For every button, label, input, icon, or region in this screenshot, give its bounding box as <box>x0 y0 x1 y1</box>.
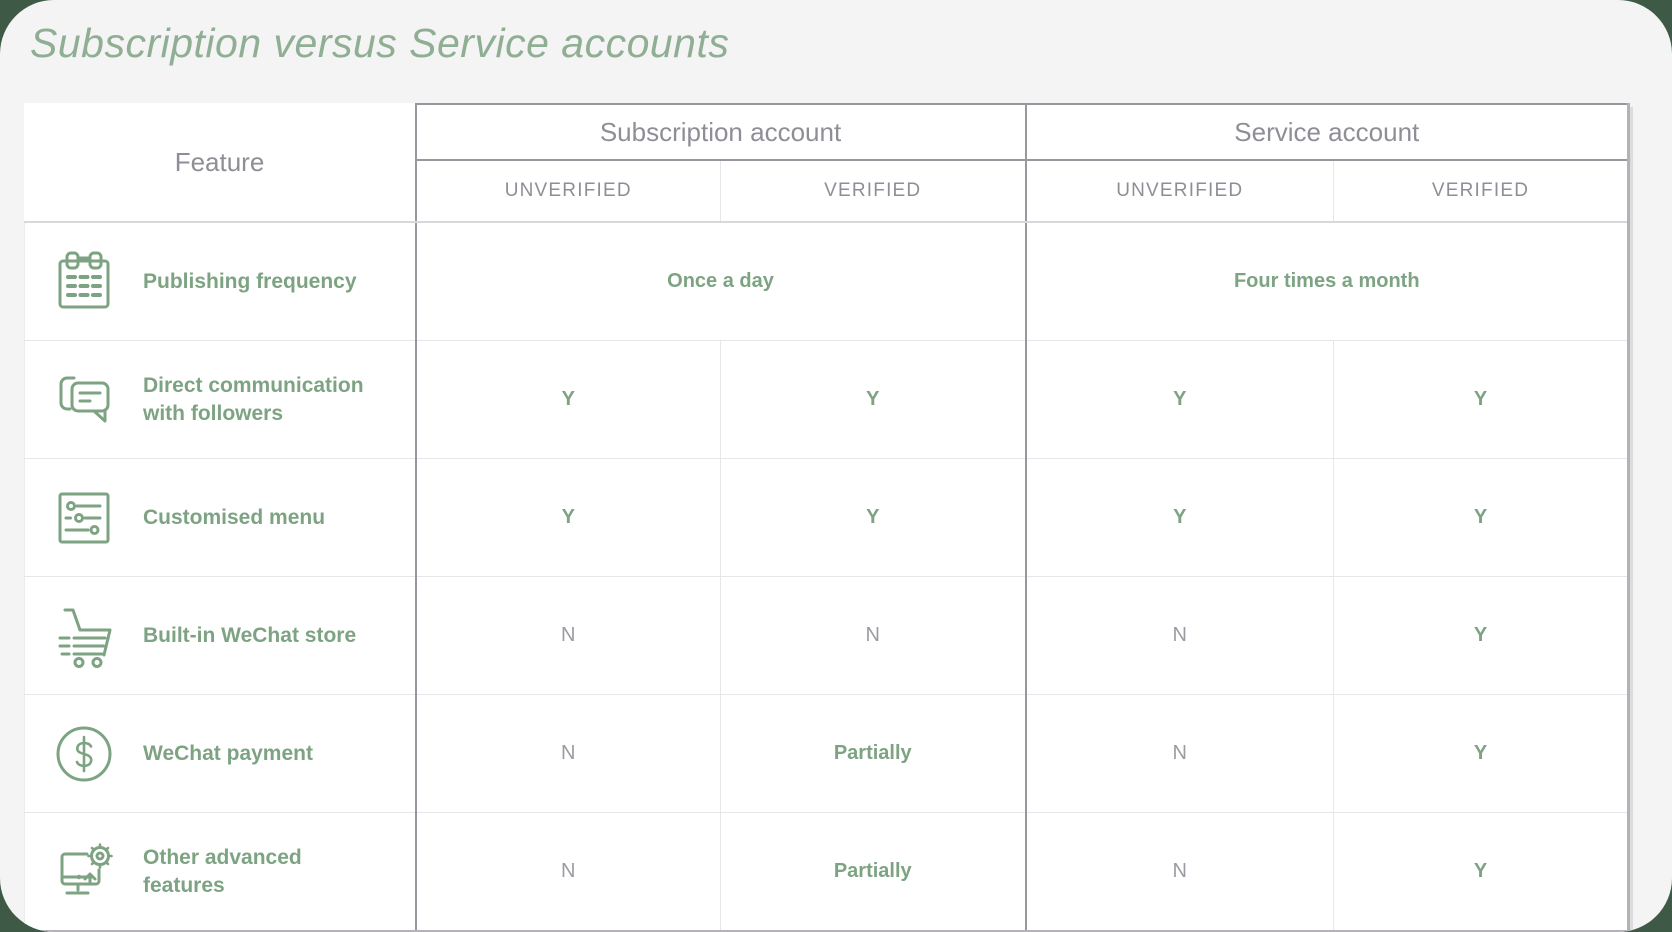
value-cell: N <box>1025 812 1334 932</box>
column-group-service: Service account <box>1025 103 1631 161</box>
column-header-subscription-verified: VERIFIED <box>720 160 1027 223</box>
feature-cell: Customised menu <box>24 458 417 577</box>
value-cell: N <box>415 694 721 813</box>
feature-label: Direct communication with followers <box>143 374 364 425</box>
comparison-table: Feature Subscription account Service acc… <box>24 103 1631 932</box>
value-cell: Y <box>1333 576 1631 695</box>
feature-cell: Built-in WeChat store <box>24 576 417 695</box>
value-cell: N <box>1025 576 1334 695</box>
column-header-service-unverified: UNVERIFIED <box>1025 160 1334 223</box>
feature-cell: Publishing frequency <box>24 222 417 341</box>
value-cell: Y <box>1025 340 1334 459</box>
value-cell: Y <box>720 458 1027 577</box>
page-title: Subscription versus Service accounts <box>30 20 730 66</box>
value-cell-service-merged: Four times a month <box>1025 222 1631 341</box>
feature-label: Built-in WeChat store <box>143 623 357 647</box>
sliders-menu-icon <box>51 486 117 550</box>
column-header-feature: Feature <box>24 104 417 223</box>
value-cell-subscription-merged: Once a day <box>415 222 1027 341</box>
feature-label: Publishing frequency <box>143 269 357 293</box>
value-cell: Y <box>1025 458 1334 577</box>
feature-label: WeChat payment <box>143 741 313 765</box>
value-cell: Y <box>415 340 721 459</box>
calendar-icon <box>51 251 117 313</box>
group-header-row: Feature Subscription account Service acc… <box>24 103 1631 223</box>
value-cell: Y <box>415 458 721 577</box>
table-row-customised-menu: Customised menu Y Y Y Y <box>24 458 1631 577</box>
feature-label: Other advanced features <box>143 846 302 897</box>
value-cell: Partially <box>720 694 1027 813</box>
value-cell: N <box>720 576 1027 695</box>
value-cell: Y <box>1333 340 1631 459</box>
chat-bubbles-icon <box>51 368 117 432</box>
column-header-subscription-unverified: UNVERIFIED <box>414 160 721 223</box>
table-row-advanced-features: Other advanced features N Partially N Y <box>24 812 1631 932</box>
value-cell: N <box>1025 694 1334 813</box>
value-cell: N <box>415 576 721 695</box>
column-header-service-verified: VERIFIED <box>1333 160 1631 223</box>
table-row-direct-communication: Direct communication with followers Y Y … <box>24 340 1631 459</box>
value-cell: Y <box>1333 812 1631 932</box>
value-cell: Y <box>720 340 1027 459</box>
sub-header-row: UNVERIFIED VERIFIED UNVERIFIED VERIFIED <box>25 160 1631 223</box>
feature-label: Customised menu <box>143 505 326 529</box>
feature-cell: WeChat payment <box>24 694 417 813</box>
column-group-subscription: Subscription account <box>414 103 1027 161</box>
feature-cell: Direct communication with followers <box>24 340 417 459</box>
monitor-gear-icon <box>51 840 117 904</box>
table-row-wechat-store: Built-in WeChat store N N N Y <box>24 576 1631 695</box>
value-cell: Partially <box>720 812 1027 932</box>
value-cell: Y <box>1333 458 1631 577</box>
shopping-cart-icon <box>51 604 117 668</box>
value-cell: Y <box>1333 694 1631 813</box>
feature-cell: Other advanced features <box>24 812 417 932</box>
dollar-circle-icon <box>51 722 117 786</box>
value-cell: N <box>415 812 721 932</box>
table-row-publishing-frequency: Publishing frequency Once a day Four tim… <box>24 222 1631 341</box>
table-row-wechat-payment: WeChat payment N Partially N Y <box>24 694 1631 813</box>
